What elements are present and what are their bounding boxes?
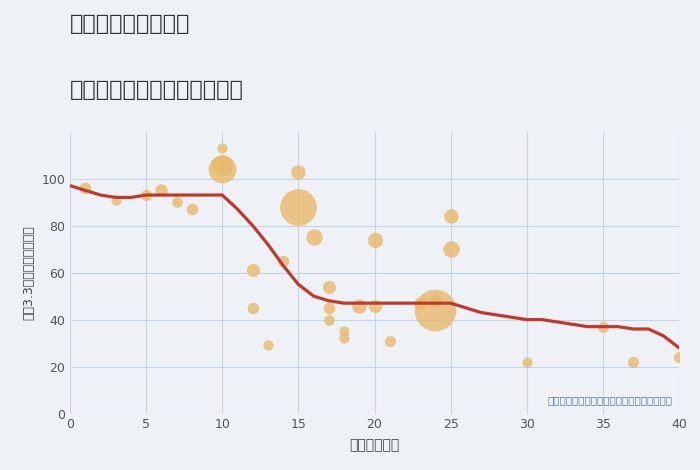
Point [339, 328, 350, 335]
Point [80, 184, 91, 192]
Y-axis label: 坪（3.3㎡）単価（万円）: 坪（3.3㎡）単価（万円） [22, 225, 36, 320]
Point [521, 358, 532, 366]
Point [369, 302, 380, 309]
Point [445, 212, 456, 220]
Text: 円の大きさは、取引のあった物件面積を示す: 円の大きさは、取引のあった物件面積を示す [548, 395, 673, 405]
Point [414, 299, 426, 307]
X-axis label: 築年数（年）: 築年数（年） [349, 439, 400, 453]
Point [277, 257, 289, 265]
Point [597, 323, 608, 330]
Point [323, 283, 335, 290]
Point [354, 302, 365, 309]
Point [247, 304, 258, 312]
Point [217, 165, 228, 173]
Point [430, 297, 441, 305]
Point [293, 203, 304, 211]
Point [247, 266, 258, 274]
Point [339, 335, 350, 342]
Point [445, 245, 456, 253]
Point [171, 198, 182, 206]
Point [430, 306, 441, 314]
Point [141, 191, 152, 199]
Point [369, 236, 380, 243]
Text: 築年数別中古マンション価格: 築年数別中古マンション価格 [70, 80, 244, 100]
Point [323, 316, 335, 323]
Text: 奈良県橿原市山本町: 奈良県橿原市山本町 [70, 14, 190, 34]
Point [323, 304, 335, 312]
Point [384, 337, 395, 345]
Point [628, 358, 639, 366]
Point [673, 353, 685, 361]
Point [186, 205, 197, 213]
Point [293, 168, 304, 175]
Point [217, 144, 228, 152]
Point [217, 161, 228, 168]
Point [156, 187, 167, 194]
Point [110, 196, 121, 204]
Point [308, 234, 319, 241]
Point [262, 342, 274, 349]
